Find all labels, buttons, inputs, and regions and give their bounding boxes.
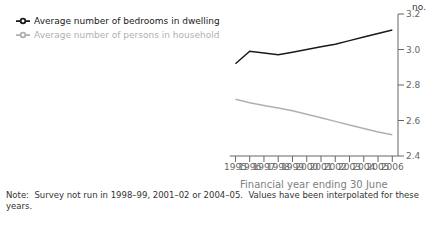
html-text:Note: Survey not run in 1998–9: Note: Survey not run in 1998–99, 2001–02… (6, 190, 422, 211)
svg-text:Financial year ending 30 June: Financial year ending 30 June (240, 179, 388, 190)
svg-text:2002: 2002 (323, 162, 347, 173)
svg-text:2.6: 2.6 (406, 116, 421, 126)
svg-text:1997: 1997 (252, 162, 276, 173)
svg-text:2.4: 2.4 (406, 151, 421, 161)
svg-text:2004: 2004 (352, 162, 376, 173)
svg-text:2006: 2006 (381, 162, 404, 172)
svg-text:2003: 2003 (338, 162, 361, 173)
svg-text:1995: 1995 (224, 162, 247, 173)
svg-text:2.8: 2.8 (406, 80, 421, 90)
svg-text:1998: 1998 (266, 162, 290, 173)
svg-text:3.0: 3.0 (406, 45, 421, 55)
svg-text:2001: 2001 (309, 162, 333, 173)
svg-text:2005: 2005 (366, 162, 390, 173)
svg-text:2000: 2000 (295, 162, 319, 173)
svg-text:1999: 1999 (281, 162, 304, 173)
svg-text:3.2: 3.2 (406, 9, 420, 19)
html-text:no.: no. (412, 2, 426, 12)
html-text:Average number of bedrooms in: Average number of bedrooms in dwelling (34, 15, 220, 26)
svg-text:1996: 1996 (238, 162, 262, 173)
html-text:Average number of persons in h: Average number of persons in household (34, 29, 220, 40)
